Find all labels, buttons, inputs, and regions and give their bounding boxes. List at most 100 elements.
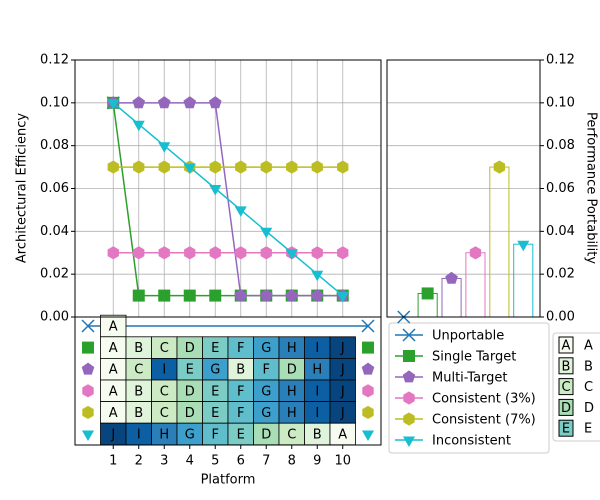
marker xyxy=(158,289,171,302)
marker xyxy=(362,384,374,398)
y2-tick-label: 0.12 xyxy=(546,53,575,68)
table-cell-text: I xyxy=(162,363,166,378)
table-cell-text: J xyxy=(340,341,345,356)
y-tick-label: 0.10 xyxy=(40,95,69,110)
marker xyxy=(286,160,298,174)
marker xyxy=(81,430,95,441)
y-tick-label: 0.02 xyxy=(40,267,69,282)
marker xyxy=(81,319,95,333)
marker xyxy=(260,227,273,239)
table-cell-text: A xyxy=(109,320,118,335)
table-cell-text: C xyxy=(160,341,169,356)
marker xyxy=(234,206,247,217)
table-cell-text: D xyxy=(185,341,195,356)
marker xyxy=(402,436,416,447)
table-cell-text: I xyxy=(315,384,319,399)
table-cell-text: F xyxy=(237,341,244,356)
marker xyxy=(362,341,374,354)
marker xyxy=(183,289,196,302)
table-cell-text: D xyxy=(261,428,271,443)
table-cell-text: C xyxy=(287,428,296,443)
letter-swatch xyxy=(558,398,574,416)
table-cell-text: D xyxy=(287,363,297,378)
legend-label: Consistent (3%) xyxy=(432,392,536,407)
letter-legend-label: C xyxy=(584,380,593,395)
marker xyxy=(311,270,324,282)
x-tick-label: 5 xyxy=(211,454,219,469)
axes-frame xyxy=(74,59,382,446)
table-cell-text: F xyxy=(237,406,244,421)
letter-swatch-text: A xyxy=(562,339,571,354)
table-cell-text: B xyxy=(134,341,143,356)
letter-swatch xyxy=(558,336,574,354)
marker xyxy=(107,160,119,174)
table-cell-text: F xyxy=(263,363,270,378)
marker xyxy=(209,289,222,302)
table-cell-text: B xyxy=(134,406,143,421)
marker xyxy=(234,288,248,301)
table-cell-text: C xyxy=(160,384,169,399)
table-cell-text: C xyxy=(160,406,169,421)
marker xyxy=(133,160,145,174)
x-tick-label: 6 xyxy=(237,454,245,469)
letter-swatch-text: C xyxy=(561,380,570,395)
y2-tick-label: 0.02 xyxy=(546,267,575,282)
letter-swatch-text: D xyxy=(561,401,571,416)
marker xyxy=(337,160,349,174)
table-cell-text: E xyxy=(211,384,219,399)
marker xyxy=(259,288,273,301)
marker xyxy=(82,384,94,398)
marker xyxy=(469,246,482,260)
marker xyxy=(82,341,94,354)
marker xyxy=(493,160,506,174)
y2-tick-label: 0.06 xyxy=(546,181,575,196)
marker xyxy=(132,289,145,302)
legend-label: Inconsistent xyxy=(432,434,511,449)
table-cell-text: E xyxy=(186,363,194,378)
table-cell-text: D xyxy=(185,384,195,399)
table-cell-text: H xyxy=(287,384,297,399)
x-tick-label: 4 xyxy=(186,454,194,469)
marker xyxy=(403,391,415,405)
y2-tick-label: 0.00 xyxy=(546,310,575,325)
marker xyxy=(361,430,375,441)
table-cell-text: I xyxy=(315,341,319,356)
marker xyxy=(209,246,221,260)
y-tick-label: 0.06 xyxy=(40,181,69,196)
legend-label: Multi-Target xyxy=(432,371,508,386)
table-cell-text: J xyxy=(340,384,345,399)
marker xyxy=(132,96,146,109)
table-cell-text: J xyxy=(110,428,115,443)
letter-legend-label: D xyxy=(584,401,594,416)
marker xyxy=(403,412,415,426)
marker xyxy=(285,249,298,260)
bar xyxy=(513,243,534,318)
marker xyxy=(311,160,323,174)
x-axis-label: Platform xyxy=(201,473,256,488)
series-line xyxy=(112,102,344,297)
marker xyxy=(260,246,272,260)
marker xyxy=(107,99,120,110)
x-tick-label: 10 xyxy=(334,454,351,469)
marker xyxy=(183,163,196,175)
y2-tick-label: 0.08 xyxy=(546,138,575,153)
table-cell-text: C xyxy=(134,363,143,378)
marker xyxy=(361,362,375,375)
letter-swatch-text: E xyxy=(562,422,570,437)
table-cell-text: I xyxy=(315,406,319,421)
bar xyxy=(465,252,486,318)
letter-legend-label: E xyxy=(584,422,592,437)
marker xyxy=(421,287,434,300)
table-cell-text: E xyxy=(211,341,219,356)
table-cell-text: H xyxy=(312,363,322,378)
marker xyxy=(132,120,145,132)
y-axis-label: Architectural Efficiency xyxy=(15,113,30,264)
letter-legend-label: B xyxy=(584,359,593,374)
marker xyxy=(158,246,170,260)
y2-axis-label: Performance Portability xyxy=(584,112,599,264)
marker xyxy=(133,246,145,260)
marker xyxy=(209,160,221,174)
marker xyxy=(311,246,323,260)
